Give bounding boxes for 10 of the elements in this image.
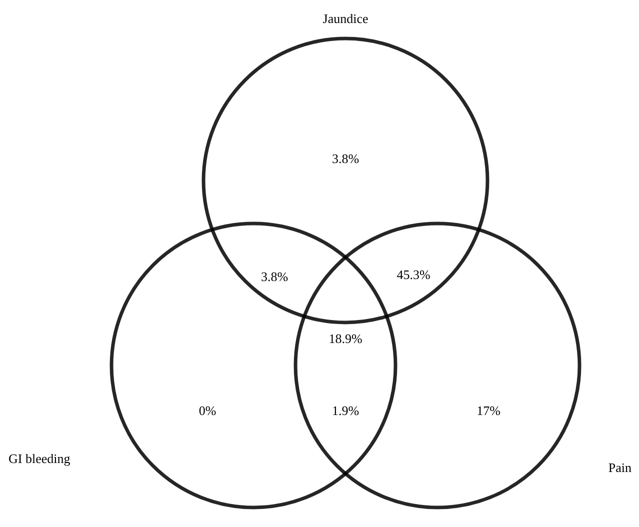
data-label: 3.8% bbox=[332, 151, 360, 166]
data-label: 3.8% bbox=[260, 269, 288, 284]
data-label: 18.9% bbox=[328, 331, 362, 346]
data-label: 17% bbox=[476, 403, 501, 418]
text: Pain bbox=[608, 460, 632, 475]
text: Jaundice bbox=[322, 11, 368, 26]
data-label: 1.9% bbox=[332, 403, 360, 418]
text: GI bleeding bbox=[8, 451, 71, 466]
data-label: 0% bbox=[198, 403, 216, 418]
data-label: 45.3% bbox=[396, 267, 430, 282]
